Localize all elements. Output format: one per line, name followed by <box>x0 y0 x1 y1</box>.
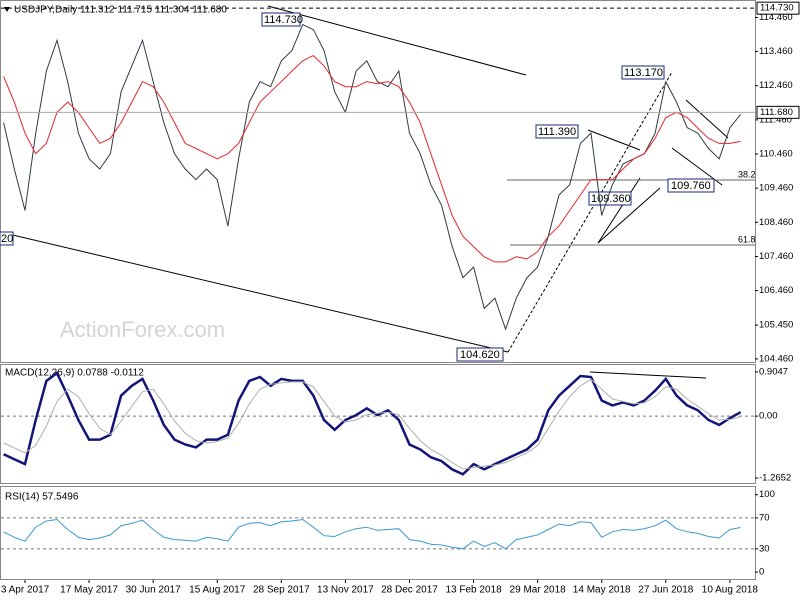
trend-line <box>587 129 641 151</box>
annotation: 114.730 <box>264 14 303 26</box>
y-tick-label: 109.460 <box>759 183 793 194</box>
trend-line <box>685 99 729 139</box>
series-line <box>3 518 741 550</box>
rsi-panel <box>0 486 756 580</box>
y-tick-label: 104.460 <box>759 353 793 364</box>
annotation: 109.360 <box>591 193 631 205</box>
x-tick-label: 27 Jun 2018 <box>638 585 693 596</box>
y-tick-label: 107.460 <box>759 251 793 262</box>
trend-line <box>507 71 673 353</box>
x-tick-label: 28 Sep 2017 <box>253 585 310 596</box>
y-tick-label: 0.9047 <box>759 366 788 377</box>
fib-label: 38.2 <box>738 169 756 179</box>
annotation-box <box>667 178 715 193</box>
y-tick-label: 108.460 <box>759 217 793 228</box>
x-tick-label: 3 Apr 2017 <box>1 585 50 596</box>
annotation: 20 <box>1 233 13 245</box>
x-tick-label: 30 Jun 2017 <box>126 585 181 596</box>
annotation-box <box>621 65 665 80</box>
y-tick-label: 100 <box>759 489 775 500</box>
x-tick-label: 10 Aug 2018 <box>702 585 759 596</box>
y-tick-label: 30 <box>759 543 770 554</box>
price-label: 111.680 <box>760 107 793 118</box>
price-label-box <box>756 105 800 119</box>
trend-line <box>597 177 641 244</box>
y-tick-label: 113.460 <box>759 46 793 57</box>
annotation-box <box>0 231 14 246</box>
annotation: 109.760 <box>671 180 711 192</box>
macd-panel <box>0 364 756 484</box>
x-tick-label: 13 Feb 2018 <box>445 585 502 596</box>
y-tick-label: 106.460 <box>759 285 793 296</box>
y-tick-label: 111.460 <box>759 114 792 125</box>
annotation-box <box>535 124 579 139</box>
y-tick-label: 105.450 <box>759 320 793 331</box>
y-tick-label: 0.00 <box>759 411 778 422</box>
y-tick-label: -1.2652 <box>759 473 791 484</box>
watermark: ActionForex.com <box>60 317 225 342</box>
price-label-box <box>756 1 800 15</box>
series-line <box>3 378 741 470</box>
trend-line <box>0 231 509 353</box>
annotation-box <box>456 347 504 362</box>
annotation-box <box>261 12 301 27</box>
y-tick-label: 0 <box>759 567 764 578</box>
x-tick-label: 29 Mar 2018 <box>510 585 567 596</box>
macd-title: MACD(12,26,9) 0.0788 -0.0112 <box>5 368 144 379</box>
price-panel <box>0 0 756 363</box>
x-tick-label: 13 Nov 2017 <box>317 585 374 596</box>
fib-label: 61.8 <box>738 234 756 244</box>
price-label: 114.730 <box>760 3 794 14</box>
rsi-title: RSI(14) 57.5496 <box>5 492 79 503</box>
annotation: 113.170 <box>624 67 663 79</box>
x-tick-label: 14 May 2018 <box>573 585 631 596</box>
x-tick-label: 17 May 2017 <box>60 585 118 596</box>
annotation: 104.620 <box>460 349 500 361</box>
annotations: 114.730 113.170 111.390 109.360 109.760 … <box>0 12 756 362</box>
y-tick-label: 70 <box>759 512 770 523</box>
y-tick-label: 114.460 <box>759 12 793 23</box>
chart-title: USDJPY,Daily 111.312 111.715 111.304 111… <box>14 5 227 16</box>
annotation: 111.390 <box>538 126 576 138</box>
trend-line <box>597 187 661 244</box>
series-line <box>3 371 742 476</box>
x-tick-label: 28 Dec 2017 <box>381 585 438 596</box>
trend-line <box>589 371 707 379</box>
x-tick-label: 15 Aug 2017 <box>189 585 246 596</box>
y-tick-label: 112.460 <box>759 80 793 91</box>
y-tick-label: 110.460 <box>759 149 793 160</box>
trend-line <box>267 5 527 76</box>
